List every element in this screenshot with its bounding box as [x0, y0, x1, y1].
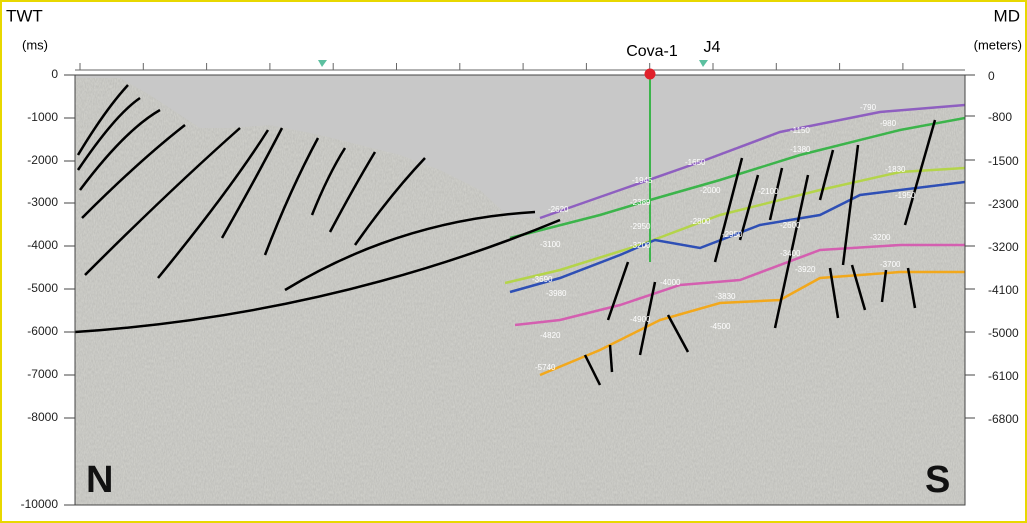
horizon-label: -2389 — [630, 198, 651, 207]
left-axis-unit: (ms) — [22, 37, 48, 52]
right-tick-label: -4100 — [988, 283, 1019, 297]
horizon-label: -3400 — [780, 249, 801, 258]
left-tick-label: -3000 — [27, 195, 58, 209]
horizon-label: -2600 — [780, 221, 801, 230]
horizon-label: -2950 — [722, 230, 743, 239]
water-column — [75, 75, 965, 218]
right-tick-label: -2300 — [988, 197, 1019, 211]
section — [75, 75, 965, 505]
left-axis-title: TWT — [6, 6, 43, 25]
marker-triangle — [318, 60, 327, 67]
horizon-label: -4900 — [630, 315, 651, 324]
horizon-label: -1650 — [685, 158, 706, 167]
orientation-left: N — [86, 459, 113, 501]
right-tick-label: -3200 — [988, 240, 1019, 254]
horizon-label: -3920 — [795, 265, 816, 274]
horizon-label: -2620 — [548, 205, 569, 214]
horizon-label: -4500 — [710, 322, 731, 331]
left-tick-label: 0 — [51, 67, 58, 81]
horizon-label: -1950 — [895, 191, 916, 200]
horizon-label: -3830 — [715, 292, 736, 301]
horizon-label: -980 — [880, 119, 897, 128]
horizon-label: -3200 — [630, 241, 651, 250]
horizon-label: -1150 — [790, 126, 810, 135]
right-tick-label: -6800 — [988, 412, 1019, 426]
right-tick-label: -1500 — [988, 154, 1019, 168]
orientation-right: S — [925, 459, 950, 501]
right-axis-title: MD — [994, 6, 1020, 25]
well-name: Cova-1 — [626, 43, 678, 60]
horizon-label: -1830 — [885, 165, 906, 174]
horizon-label: -2100 — [758, 187, 779, 196]
horizon-label: -4000 — [660, 278, 681, 287]
horizon-label: -1945 — [632, 176, 653, 185]
left-tick-label: -8000 — [27, 410, 58, 424]
plot-border — [74, 74, 966, 506]
horizon-label: -3690 — [532, 275, 553, 284]
right-tick-label: -6100 — [988, 369, 1019, 383]
horizon-label: -5740 — [535, 363, 556, 372]
horizon-label: -2800 — [690, 217, 711, 226]
left-tick-label: -2000 — [27, 153, 58, 167]
right-tick-label: 0 — [988, 69, 995, 83]
horizon-label: -3980 — [546, 289, 567, 298]
horizon-label: -790 — [860, 103, 877, 112]
right-tick-label: -800 — [988, 110, 1012, 124]
well-marker: J4 — [704, 39, 721, 56]
left-tick-label: -5000 — [27, 281, 58, 295]
faults — [75, 84, 937, 386]
right-axis-unit: (meters) — [974, 37, 1022, 52]
marker-triangle — [699, 60, 708, 67]
horizon-label: -2000 — [700, 186, 721, 195]
ruler-ticks — [79, 63, 904, 70]
left-tick-label: -10000 — [21, 497, 59, 511]
horizon-label: -3100 — [540, 240, 561, 249]
horizon-label: -3700 — [880, 260, 901, 269]
horizon-label: -3200 — [870, 233, 891, 242]
well-head — [644, 68, 656, 80]
left-tick-label: -7000 — [27, 367, 58, 381]
horizon-label: -2950 — [630, 222, 651, 231]
left-tick-label: -1000 — [27, 110, 58, 124]
left-tick-label: -6000 — [27, 324, 58, 338]
left-tick-label: -4000 — [27, 238, 58, 252]
horizon-label: -4820 — [540, 331, 561, 340]
right-tick-label: -5000 — [988, 326, 1019, 340]
horizon-label: -1380 — [790, 145, 811, 154]
